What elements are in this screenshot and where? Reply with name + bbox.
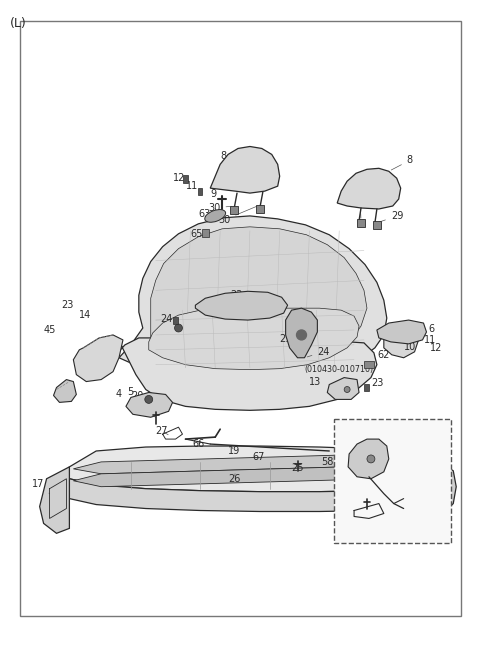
Polygon shape — [373, 221, 381, 229]
Text: 8: 8 — [220, 152, 236, 174]
Text: (L): (L) — [10, 16, 26, 30]
Polygon shape — [70, 477, 436, 512]
Text: 19: 19 — [228, 446, 240, 456]
Polygon shape — [70, 446, 436, 491]
Text: 13: 13 — [310, 377, 322, 386]
Polygon shape — [384, 322, 419, 358]
Bar — [334, 419, 451, 543]
Text: 58: 58 — [321, 457, 334, 467]
Polygon shape — [210, 146, 280, 193]
Text: 62: 62 — [371, 350, 389, 363]
Polygon shape — [357, 219, 365, 227]
Text: 10: 10 — [404, 333, 416, 352]
Text: 25: 25 — [139, 406, 156, 417]
Polygon shape — [119, 216, 387, 382]
Polygon shape — [256, 205, 264, 213]
Text: 23: 23 — [371, 378, 384, 388]
Text: (010710-): (010710-) — [341, 420, 380, 429]
Bar — [202, 229, 209, 237]
Polygon shape — [73, 466, 408, 487]
Polygon shape — [286, 308, 317, 358]
Polygon shape — [337, 169, 401, 209]
Text: 21: 21 — [280, 334, 300, 345]
Text: 8: 8 — [391, 155, 413, 170]
Polygon shape — [377, 320, 426, 344]
Text: 13: 13 — [357, 426, 369, 436]
Text: 63: 63 — [198, 209, 211, 219]
Text: 6: 6 — [420, 324, 434, 338]
Bar — [364, 361, 374, 368]
Circle shape — [145, 396, 153, 403]
Text: 67: 67 — [252, 452, 264, 462]
Circle shape — [297, 330, 306, 340]
Polygon shape — [230, 206, 238, 214]
Ellipse shape — [205, 209, 226, 222]
Polygon shape — [40, 467, 70, 533]
Text: 14: 14 — [79, 310, 92, 320]
Bar — [183, 175, 188, 183]
Polygon shape — [151, 227, 367, 375]
Text: 16: 16 — [379, 510, 399, 520]
Text: 68: 68 — [369, 489, 388, 501]
Text: 7: 7 — [396, 322, 407, 335]
Polygon shape — [126, 392, 172, 417]
Text: 17: 17 — [32, 479, 49, 494]
Polygon shape — [54, 380, 76, 402]
Text: 45: 45 — [44, 325, 56, 335]
Text: 29: 29 — [354, 198, 366, 218]
Text: 27: 27 — [156, 426, 168, 436]
Polygon shape — [414, 464, 456, 518]
Polygon shape — [327, 378, 359, 400]
Text: 18: 18 — [370, 502, 388, 512]
Text: 24: 24 — [307, 347, 330, 357]
Polygon shape — [73, 454, 408, 474]
Bar — [173, 317, 178, 323]
Text: 12: 12 — [431, 343, 443, 353]
Text: 25: 25 — [291, 463, 304, 473]
Polygon shape — [113, 338, 377, 410]
Text: 20: 20 — [131, 392, 149, 401]
Bar — [198, 188, 202, 195]
Text: 4: 4 — [116, 390, 122, 400]
Text: 24: 24 — [161, 314, 179, 325]
Bar — [364, 384, 370, 392]
Text: 11: 11 — [186, 181, 199, 191]
Text: (010430-010710): (010430-010710) — [304, 365, 373, 374]
Polygon shape — [149, 308, 359, 370]
Text: 66: 66 — [192, 439, 204, 449]
Circle shape — [344, 386, 350, 392]
Text: 65: 65 — [191, 229, 203, 239]
Circle shape — [367, 455, 375, 463]
Text: 11: 11 — [423, 335, 436, 345]
Circle shape — [175, 324, 182, 332]
Text: 29: 29 — [380, 211, 403, 222]
Text: 9: 9 — [210, 189, 216, 199]
Polygon shape — [73, 335, 123, 382]
Text: 5: 5 — [127, 388, 133, 398]
Text: 26: 26 — [228, 474, 240, 483]
Text: 23: 23 — [61, 300, 74, 310]
Polygon shape — [195, 291, 288, 320]
Text: 12: 12 — [172, 173, 185, 183]
Text: 30: 30 — [218, 206, 257, 225]
Text: 15: 15 — [396, 501, 419, 510]
Text: 30: 30 — [208, 203, 231, 213]
Text: 22: 22 — [230, 290, 248, 305]
Polygon shape — [348, 439, 389, 479]
